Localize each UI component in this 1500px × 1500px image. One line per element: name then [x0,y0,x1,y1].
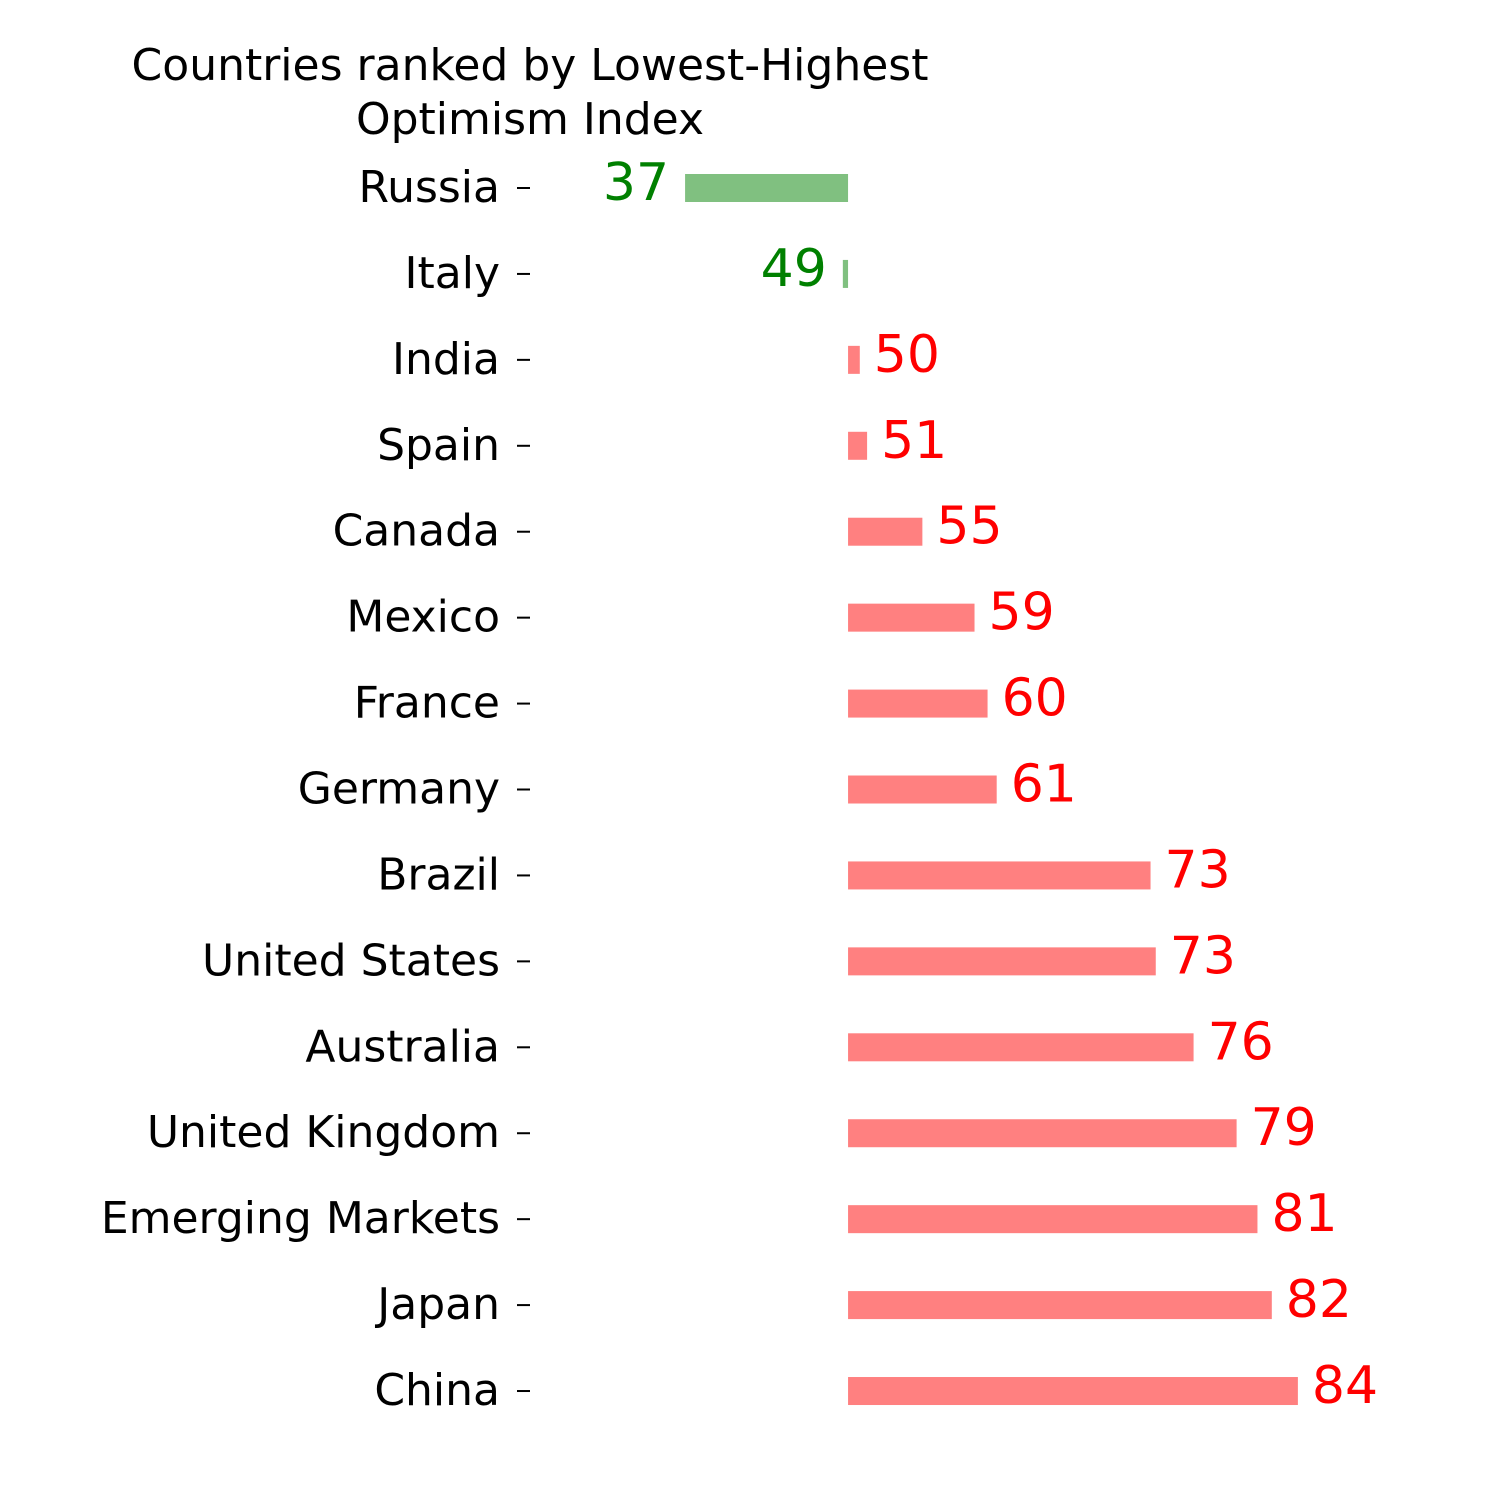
y-tick-label: United States [202,935,500,986]
bar [848,689,988,718]
y-tick-label: Australia [305,1021,500,1072]
value-label: 61 [1011,755,1077,815]
value-label: 50 [874,325,940,385]
bar [848,775,997,804]
bar [848,1205,1258,1234]
y-tick-label: China [374,1365,500,1416]
y-tick-label: Brazil [377,849,500,900]
value-label: 55 [936,497,1002,557]
value-label: 84 [1312,1356,1378,1416]
value-label: 73 [1165,840,1231,900]
y-tick-label: India [392,334,500,385]
bar [842,259,849,288]
chart-title: Countries ranked by Lowest-Highest Optimi… [132,40,929,145]
bar [848,345,860,374]
value-label: 51 [881,411,947,471]
bar [848,1291,1272,1320]
y-tick-label: Russia [358,162,500,213]
y-tick-label: Emerging Markets [101,1193,500,1244]
value-label: 76 [1208,1012,1274,1072]
value-label: 79 [1251,1098,1317,1158]
value-label: 49 [761,239,827,299]
y-tick-label: Spain [377,420,500,471]
value-label: 82 [1286,1270,1352,1330]
bar [848,1033,1194,1062]
y-tick-label: France [354,678,500,729]
bar [848,431,868,460]
y-tick-label: Italy [405,248,500,299]
y-tick-label: Germany [298,764,500,815]
bar [685,174,849,202]
bar [848,861,1151,890]
value-label: 81 [1271,1184,1337,1244]
value-label: 60 [1002,669,1068,729]
bar [848,1377,1298,1406]
bar [848,603,975,632]
y-tick-label: Japan [374,1279,500,1330]
y-tick-label: United Kingdom [147,1107,500,1158]
y-tick-label: Canada [333,506,500,557]
value-label: 59 [989,583,1055,643]
y-tick-label: Mexico [346,592,500,643]
bar [848,517,923,546]
value-label: 37 [603,153,669,213]
value-label: 73 [1170,926,1236,986]
bar [848,947,1156,976]
bar [848,1119,1237,1148]
